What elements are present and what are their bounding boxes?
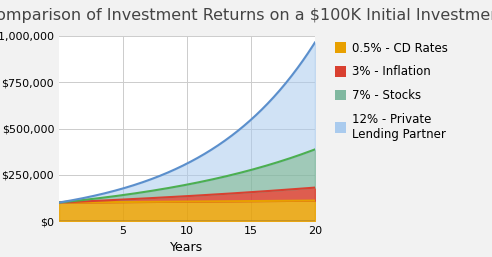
Text: Comparison of Investment Returns on a $100K Initial Investment: Comparison of Investment Returns on a $1…	[0, 8, 492, 23]
Bar	[59, 221, 315, 230]
Legend: 0.5% - CD Rates, 3% - Inflation, 7% - Stocks, 12% - Private
Lending Partner: 0.5% - CD Rates, 3% - Inflation, 7% - St…	[331, 38, 452, 144]
X-axis label: Years: Years	[170, 241, 204, 254]
